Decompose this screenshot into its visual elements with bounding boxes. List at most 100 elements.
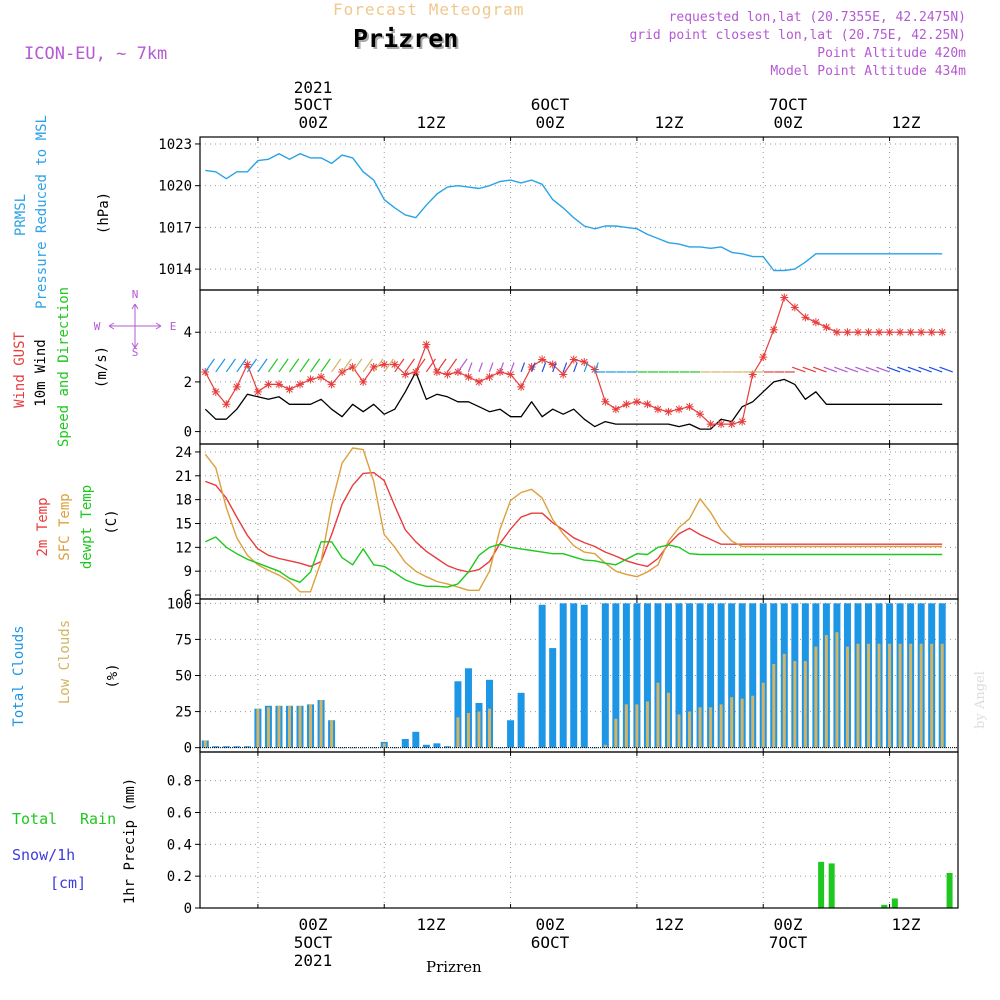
low-cloud-bar xyxy=(677,714,681,748)
gust-marker xyxy=(811,318,820,327)
wind-direction-arrow xyxy=(415,358,426,373)
low-cloud-bar xyxy=(709,707,713,748)
precip-bar xyxy=(828,863,835,908)
gust-marker xyxy=(780,293,789,302)
total-cloud-bar xyxy=(601,603,609,748)
temp-panel-labels: 2m Temp SFC Temp dewpt Temp (C) xyxy=(35,485,120,569)
clouds-panel-labels: Total Clouds Low Clouds (%) xyxy=(11,620,121,727)
total-cloud-bar xyxy=(759,603,767,748)
low-cloud-bar xyxy=(298,705,302,748)
chart-suptitle: Forecast Meteogram xyxy=(333,0,525,19)
gust-marker xyxy=(517,382,526,391)
gust-marker xyxy=(369,363,378,371)
panel-frame-temperature xyxy=(199,443,959,600)
low-cloud-bar xyxy=(656,682,660,748)
gust-marker xyxy=(401,370,410,379)
wind-direction-arrow xyxy=(844,366,859,373)
ytick-label-precipitation-3: 0.6 xyxy=(167,805,192,821)
tick-label-top-2: 12Z xyxy=(417,113,446,132)
compass-east: E xyxy=(170,320,177,333)
pressure-unit-label: (hPa) xyxy=(96,192,112,234)
total-cloud-bar xyxy=(370,747,378,749)
low-cloud-bar xyxy=(330,720,334,748)
wind-direction-arrow xyxy=(331,358,342,373)
ytick-label-precipitation-4: 0.8 xyxy=(167,774,192,790)
precip-unit-label: 1hr Precip (mm) xyxy=(122,778,138,904)
total-cloud-bar xyxy=(654,603,662,748)
top-time-axis: 2021 5OCT 6OCT 7OCT 00Z 12Z 00Z 12Z 00Z … xyxy=(294,78,921,132)
wind-direction-arrow xyxy=(236,358,247,373)
precip-bar xyxy=(891,898,898,908)
wind-direction-arrow xyxy=(855,366,869,373)
low-cloud-bar xyxy=(719,704,723,748)
precip-snow-unit: [cm] xyxy=(50,874,86,892)
total-cloud-bar xyxy=(243,746,251,748)
gust-marker xyxy=(348,363,357,371)
gust-marker xyxy=(474,377,483,386)
total-cloud-bar xyxy=(570,603,578,748)
gust-marker xyxy=(864,328,873,337)
tick-label-top-1: 00Z xyxy=(299,113,328,132)
gust-marker xyxy=(601,397,610,406)
gust-marker xyxy=(380,360,389,369)
low-cloud-bar xyxy=(845,646,849,748)
low-cloud-bar xyxy=(603,744,607,748)
total-cloud-bar xyxy=(507,720,515,748)
bottom-time-axis: 00Z 12Z 00Z 12Z 00Z 12Z 5OCT 6OCT 7OCT 2… xyxy=(294,915,921,970)
low-cloud-bar xyxy=(477,711,481,748)
wind-direction-arrow xyxy=(457,358,468,373)
ytick-label-temperature-6: 24 xyxy=(175,445,192,461)
gust-marker xyxy=(432,367,441,376)
precip-bar xyxy=(881,904,888,908)
gust-marker xyxy=(411,367,420,376)
model-label: ICON-EU, ~ 7km xyxy=(24,44,168,64)
ytick-label-wind-0: 0 xyxy=(184,425,192,441)
ytick-label-temperature-4: 18 xyxy=(175,493,192,509)
temp-2m-line xyxy=(205,471,943,573)
gust-marker xyxy=(443,370,452,379)
compass-arrowheads xyxy=(108,303,162,349)
low-cloud-bar xyxy=(698,707,702,748)
ytick-label-temperature-3: 15 xyxy=(175,516,192,532)
wind-direction-arrow xyxy=(541,362,547,373)
gust-marker xyxy=(211,387,220,396)
wind-direction-arrow xyxy=(225,358,236,373)
wind-10m-label: 10m Wind xyxy=(33,339,49,406)
total-cloud-bar xyxy=(559,603,567,748)
low-cloud-bar xyxy=(666,692,670,748)
low-cloud-bar xyxy=(203,740,207,748)
tick-label-top-6: 12Z xyxy=(892,113,921,132)
wind-direction-arrow xyxy=(352,358,363,373)
panel-frame-pressure xyxy=(199,136,959,291)
gust-marker xyxy=(927,328,936,337)
wind-gust-label: Wind GUST xyxy=(12,332,28,408)
gust-marker xyxy=(917,328,926,337)
low-cloud-bar xyxy=(898,643,902,748)
low-cloud-bar xyxy=(456,717,460,748)
wind-direction-arrow xyxy=(404,358,415,373)
total-cloud-bar xyxy=(580,604,588,748)
gust-marker xyxy=(201,367,210,376)
pressure-panel-labels: PRMSL Pressure Reduced to MSL (hPa) xyxy=(13,115,112,309)
wind-direction-arrow xyxy=(257,358,268,373)
ytick-label-clouds-1: 25 xyxy=(175,705,192,721)
gust-marker xyxy=(832,328,841,337)
gust-marker xyxy=(653,405,662,414)
gust-marker xyxy=(611,405,620,414)
low-cloud-bar xyxy=(488,708,492,748)
wind-direction-arrow xyxy=(488,362,494,373)
total-cloud-bar xyxy=(675,603,683,748)
wind-direction-arrow xyxy=(478,362,483,373)
precip-bar xyxy=(818,861,825,908)
low-cloud-bar xyxy=(940,643,944,748)
temp-2m-label: 2m Temp xyxy=(35,497,51,556)
wind-direction-arrow xyxy=(446,358,458,373)
date-label-bottom-2: 6OCT xyxy=(531,933,570,952)
date-label-bottom-1: 5OCT xyxy=(294,933,333,952)
wind-direction-label: Speed and Direction xyxy=(56,287,72,447)
ytick-label-clouds-2: 50 xyxy=(175,669,192,685)
clouds-unit-label: (%) xyxy=(105,663,121,688)
gust-marker xyxy=(717,420,726,429)
low-cloud-bar xyxy=(635,704,639,748)
low-cloud-bar xyxy=(287,705,291,748)
